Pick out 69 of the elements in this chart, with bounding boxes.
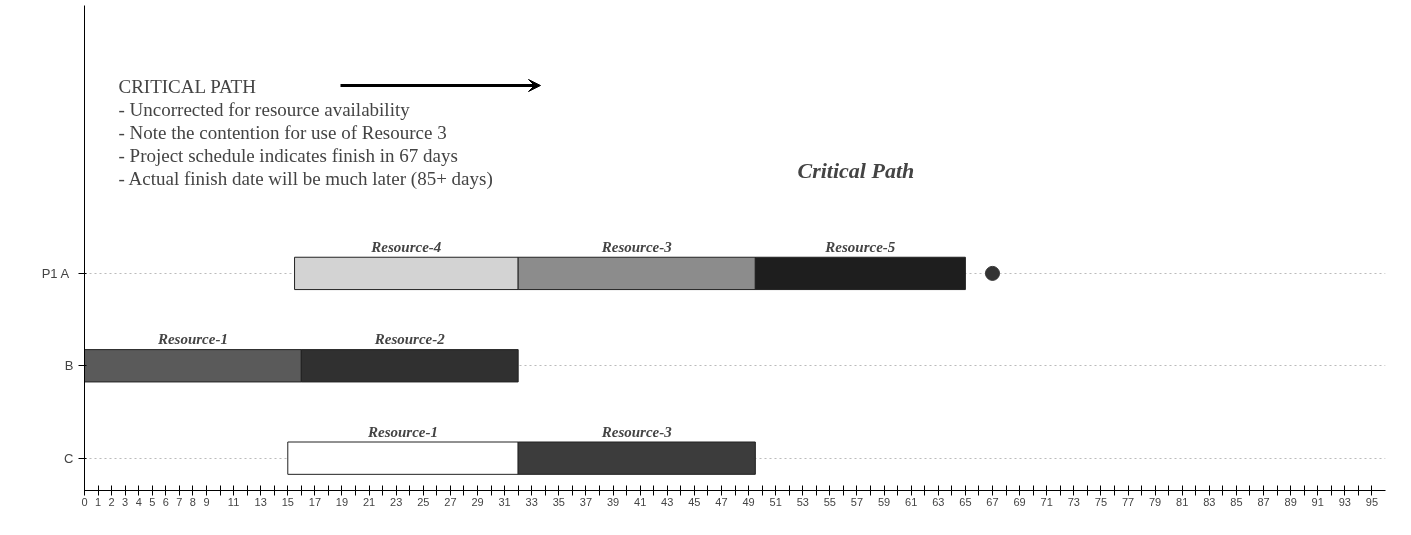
x-tick-label: 0 (81, 495, 88, 508)
x-tick-label: 7 (176, 495, 183, 508)
x-tick-label: 29 (471, 495, 484, 508)
x-tick-label: 25 (417, 495, 430, 508)
x-tick-label: 83 (1203, 495, 1216, 508)
x-tick-label: 87 (1257, 495, 1270, 508)
x-tick-label: 11 (227, 495, 240, 508)
x-tick-label: 37 (579, 495, 593, 508)
text: - Note the contention for use of Resource 3 (118, 121, 447, 143)
x-tick-label: 53 (796, 495, 809, 508)
x-tick-label: 33 (525, 495, 538, 508)
series-label: Resource-4 (370, 238, 442, 255)
series-label: Resource-2 (373, 331, 446, 348)
x-tick-label: 77 (1121, 495, 1135, 508)
x-tick-label: 65 (959, 495, 972, 508)
x-tick-label: 41 (634, 495, 647, 508)
x-tick-label: 75 (1094, 495, 1108, 508)
x-tick-label: 61 (905, 495, 918, 508)
x-tick-label: 19 (335, 495, 349, 508)
x-tick-label: 59 (877, 495, 891, 508)
x-tick-label: 2 (108, 495, 115, 508)
x-tick-label: 43 (661, 495, 674, 508)
x-tick-label: 13 (254, 495, 267, 508)
x-tick-label: 23 (390, 495, 403, 508)
series-label: Resource-1 (156, 331, 228, 348)
x-tick-label: 63 (932, 495, 945, 508)
x-tick-label: 15 (281, 495, 294, 508)
x-tick-label: 21 (362, 495, 376, 508)
series-label: Resource-5 (824, 238, 896, 255)
x-tick-label: 39 (606, 495, 620, 508)
y-tick-label: P1 A (41, 265, 70, 281)
x-tick-label: 3 (122, 495, 129, 508)
x-tick-label: 8 (189, 495, 196, 508)
x-tick-label: 79 (1149, 495, 1162, 508)
series-label: Resource-3 (600, 238, 673, 255)
x-tick-label: 57 (850, 495, 864, 508)
text: - Project schedule indicates finish in 67 days (118, 144, 458, 166)
x-tick-label: 85 (1230, 495, 1243, 508)
x-tick-label: 1 (94, 495, 102, 508)
x-tick-label: 5 (149, 495, 156, 508)
x-tick-label: 9 (203, 495, 210, 508)
series-label: Resource-1 (366, 423, 438, 440)
x-tick-label: 91 (1311, 495, 1324, 508)
x-tick-label: 4 (135, 495, 142, 508)
x-tick-label: 6 (162, 495, 169, 508)
x-tick-label: 89 (1284, 495, 1297, 508)
x-tick-label: 45 (688, 495, 701, 508)
y-tick-label: B (64, 358, 74, 374)
text: Critical Path (797, 157, 915, 183)
x-tick-label: 71 (1040, 495, 1053, 508)
text: - Uncorrected for resource availability (118, 98, 411, 120)
x-tick-label: 95 (1365, 495, 1379, 508)
x-tick-label: 55 (823, 495, 836, 508)
x-tick-label: 67 (986, 495, 999, 508)
x-tick-label: 51 (769, 495, 782, 508)
x-tick-label: 47 (715, 495, 728, 508)
x-tick-label: 27 (444, 495, 457, 508)
x-tick-label: 17 (308, 495, 322, 508)
text: - Actual finish date will be much later (85+ days) (118, 167, 493, 190)
x-tick-label: 69 (1013, 495, 1026, 508)
x-tick-label: 73 (1067, 495, 1080, 508)
x-tick-label: 31 (498, 495, 511, 508)
series-label: Resource-3 (600, 423, 673, 440)
x-tick-label: 93 (1338, 495, 1351, 508)
text: CRITICAL PATH (118, 75, 257, 97)
x-tick-label: 35 (552, 495, 565, 508)
x-tick-label: 49 (742, 495, 755, 508)
y-tick-label: C (64, 450, 74, 466)
x-tick-label: 81 (1176, 495, 1189, 508)
